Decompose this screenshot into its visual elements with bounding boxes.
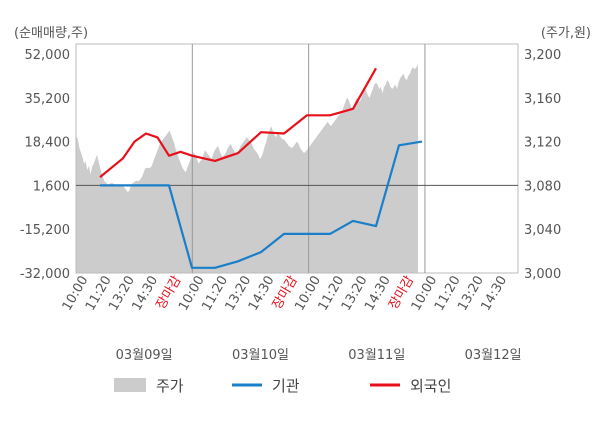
legend: 주가 기관 외국인 — [114, 377, 451, 395]
right-tick-label: 3,040 — [524, 223, 561, 238]
left-tick-label: -15,200 — [20, 223, 70, 238]
left-axis-unit: (순매매량,주) — [14, 26, 88, 41]
foreign-line — [99, 67, 377, 178]
right-tick-label: 3,120 — [524, 136, 561, 151]
right-tick-label: 3,080 — [524, 179, 561, 194]
price-area — [76, 64, 418, 273]
left-tick-label: 35,200 — [25, 92, 71, 107]
legend-foreign-label: 외국인 — [410, 377, 451, 395]
left-tick-label: 1,600 — [33, 179, 70, 194]
left-tick-label: -32,000 — [20, 267, 70, 282]
series-lines — [99, 67, 423, 269]
plot-frame — [75, 43, 519, 274]
x-axis: 10:0011:2013:2014:30장마감10:0011:2013:2014… — [60, 273, 510, 313]
institution-line — [100, 140, 423, 269]
price-area-path — [76, 64, 418, 273]
legend-price-label: 주가 — [156, 377, 184, 395]
right-axis: 3,200 3,160 3,120 3,080 3,040 3,000 — [524, 48, 561, 282]
right-tick-label: 3,000 — [524, 267, 561, 282]
right-tick-label: 3,200 — [524, 48, 561, 63]
right-axis-unit: (주가,원) — [541, 26, 591, 41]
right-tick-label: 3,160 — [524, 92, 561, 107]
date-labels: 03월09일 03월10일 03월11일 03월12일 — [116, 348, 522, 363]
date-label: 03월11일 — [348, 348, 405, 363]
date-label: 03월10일 — [232, 348, 289, 363]
legend-price-swatch — [114, 378, 146, 392]
legend-inst-label: 기관 — [272, 377, 300, 395]
left-tick-label: 52,000 — [25, 48, 71, 63]
date-label: 03월12일 — [465, 348, 522, 363]
left-tick-label: 18,400 — [25, 136, 71, 151]
date-label: 03월09일 — [116, 348, 173, 363]
left-axis: 52,000 35,200 18,400 1,600 -15,200 -32,000 — [20, 48, 70, 282]
